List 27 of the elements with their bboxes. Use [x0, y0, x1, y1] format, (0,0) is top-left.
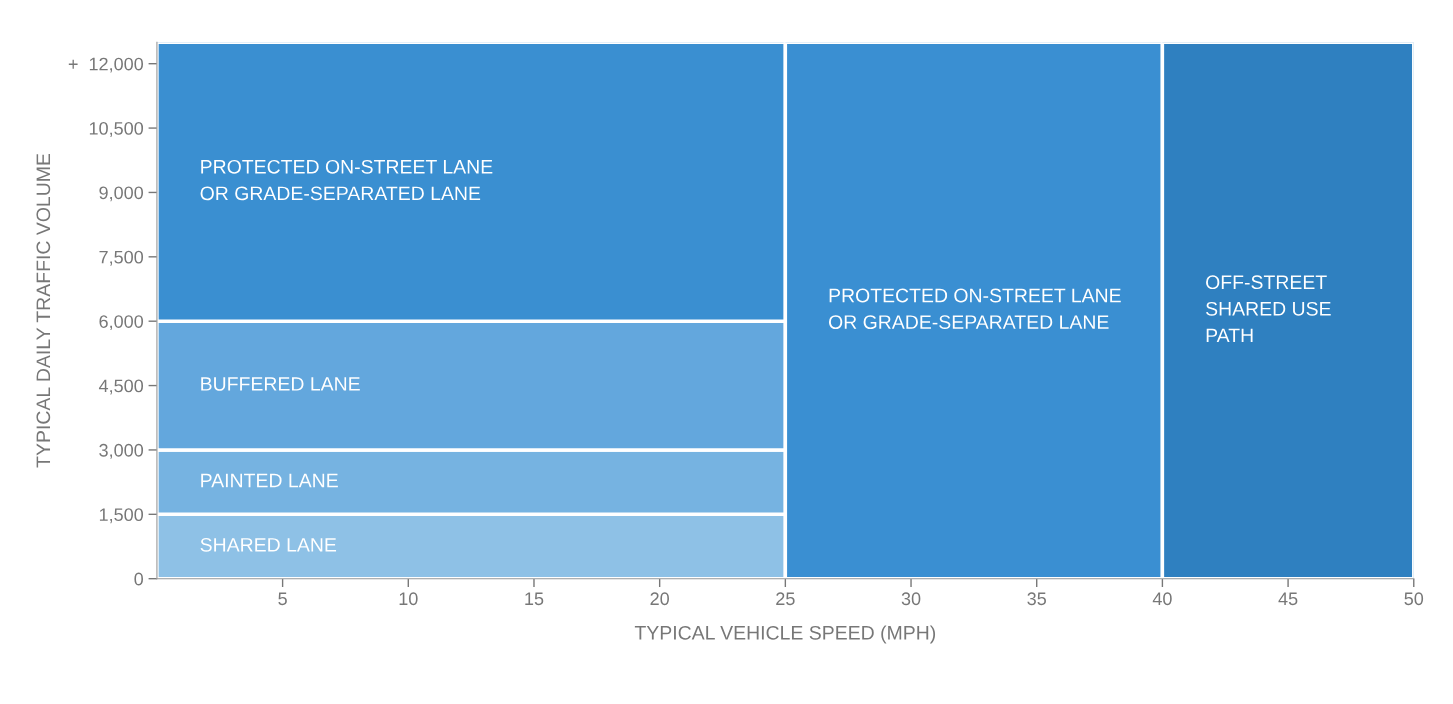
series-label: PROTECTED ON-STREET LANE OR GRADE-SEPARATED LANE	[829, 288, 1121, 329]
y-tick-label: 1,500	[99, 508, 144, 524]
series-label: PAINTED LANE	[201, 473, 338, 488]
y-tick-label: 6,000	[99, 315, 144, 331]
series-label: BUFFERED LANE	[201, 377, 360, 391]
x-tick-label: 25	[776, 592, 795, 606]
y-axis-title: TYPICAL DAILY TRAFFIC VOLUME	[36, 153, 51, 468]
x-tick-label: 40	[1152, 592, 1172, 606]
x-tick-label: 15	[525, 592, 544, 606]
x-tick-label: 10	[399, 592, 418, 606]
series-label: OFF-STREET SHARED USE PATH	[1206, 275, 1331, 343]
y-tick-label: 3,000	[99, 443, 144, 459]
y-tick-label: 9,000	[99, 186, 144, 202]
x-tick-label: 45	[1278, 592, 1298, 606]
x-tick-label: 5	[278, 592, 287, 606]
x-axis-title: TYPICAL VEHICLE SPEED (MPH)	[634, 625, 936, 644]
x-tick-label: 50	[1404, 592, 1424, 606]
y-tick-label: 10,500	[89, 122, 144, 137]
series-label: SHARED LANE	[200, 537, 337, 552]
x-tick-label: 30	[901, 592, 921, 606]
y-tick-label: 0	[134, 572, 144, 586]
x-tick-label: 20	[650, 592, 669, 606]
x-tick-label: 35	[1027, 592, 1046, 606]
y-tick-label: 4,500	[98, 379, 144, 395]
y-tick-label: 7,500	[99, 250, 144, 266]
y-tick-label: + 12,000	[68, 57, 144, 73]
series-label: PROTECTED ON-STREET LANE OR GRADE-SEPARATED LANE	[200, 159, 493, 201]
